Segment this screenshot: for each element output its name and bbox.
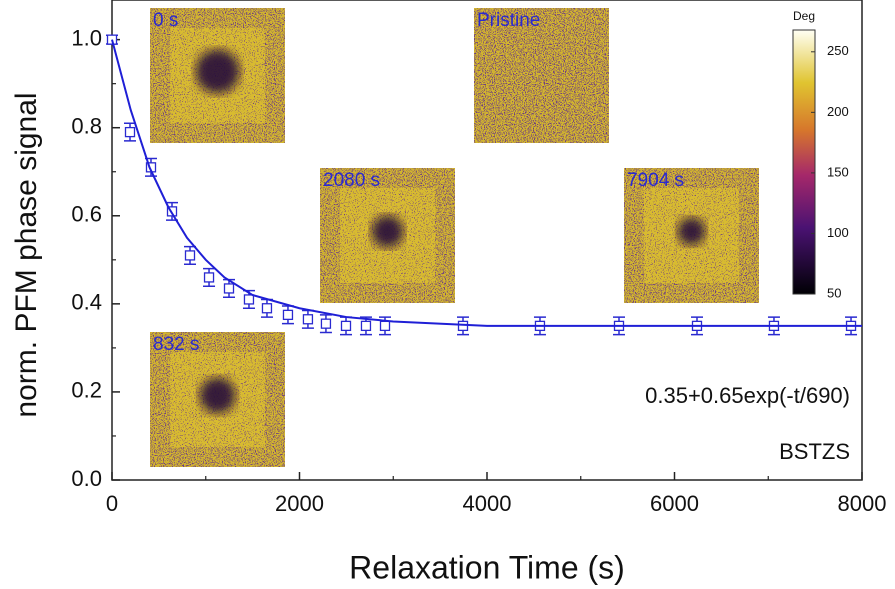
data-point (282, 309, 294, 321)
inset-image (624, 168, 759, 303)
data-point (379, 320, 391, 332)
data-point (261, 303, 273, 314)
colorbar-tick-label: 200 (827, 104, 849, 119)
data-point (243, 294, 255, 305)
y-tick-label: 0.0 (71, 466, 102, 491)
inset-domain (677, 217, 706, 246)
inset-label: 7904 s (627, 170, 684, 191)
inset-image (150, 8, 285, 143)
inset-image (474, 8, 609, 143)
data-point (360, 320, 372, 332)
colorbar (792, 29, 816, 295)
data-point (184, 250, 196, 261)
inset-noise (474, 8, 609, 143)
inset-domain (199, 377, 236, 414)
inset-domain (195, 49, 240, 94)
inset-label: 0 s (153, 10, 178, 31)
inset-label: 832 s (153, 334, 199, 355)
y-tick-label: 0.8 (71, 114, 102, 139)
inset-label: Pristine (477, 10, 540, 31)
x-axis-label: Relaxation Time (s) (349, 549, 625, 585)
y-tick-label: 0.6 (71, 202, 102, 227)
colorbar-tick-label: 250 (827, 43, 849, 58)
y-axis-label: norm. PFM phase signal (10, 92, 43, 417)
x-tick-label: 4000 (463, 491, 512, 516)
data-point (124, 126, 136, 138)
data-point (302, 314, 314, 325)
inset-domain (371, 215, 404, 248)
sample-annotation: BSTZS (779, 439, 850, 464)
x-tick-label: 8000 (838, 491, 887, 516)
x-tick-label: 6000 (650, 491, 699, 516)
colorbar-tick-label: 150 (827, 164, 849, 179)
colorbar-tick-label: 100 (827, 225, 849, 240)
y-tick-label: 0.4 (71, 290, 102, 315)
data-point (203, 272, 215, 283)
data-point (223, 283, 235, 294)
x-tick-label: 2000 (275, 491, 324, 516)
fit-annotation: 0.35+0.65exp(-t/690) (645, 383, 850, 408)
y-tick-label: 0.2 (71, 378, 102, 403)
inset-image (150, 332, 285, 467)
y-tick-label: 1.0 (71, 25, 102, 50)
data-point (340, 320, 352, 332)
data-point (320, 318, 332, 329)
colorbar-label: Deg (793, 9, 815, 23)
x-tick-label: 0 (106, 491, 118, 516)
inset-label: 2080 s (323, 170, 380, 191)
colorbar-tick-label: 50 (827, 285, 841, 300)
fit-line (111, 39, 862, 327)
inset-image (320, 168, 455, 303)
